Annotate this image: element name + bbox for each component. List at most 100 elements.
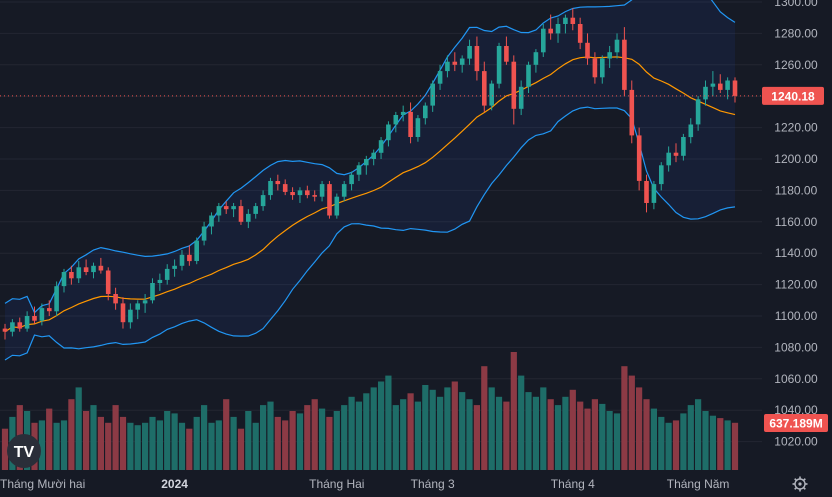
volume-bar: [370, 387, 377, 470]
candle: [725, 77, 730, 100]
lower-band: [4, 106, 736, 361]
volume-bar: [658, 416, 665, 470]
candle-body: [614, 39, 620, 53]
volume-bar: [178, 422, 186, 470]
volume-bar: [282, 420, 289, 470]
candle-body: [341, 184, 347, 197]
volume-bar: [186, 428, 193, 470]
candle-body: [474, 46, 480, 72]
time-axis[interactable]: Tháng Mười hai 2024 Tháng Hai Tháng 3 Tháng …: [0, 477, 729, 491]
candle-body: [732, 80, 738, 96]
candle-body: [305, 190, 310, 196]
candle-body: [430, 83, 435, 106]
candle-body: [423, 105, 428, 119]
candle-body: [275, 181, 281, 185]
candle-body: [209, 215, 214, 227]
candle-body: [157, 279, 163, 283]
volume-bar: [577, 401, 584, 470]
volume-bar: [591, 399, 598, 470]
volume-bar: [378, 381, 385, 470]
volume-bar: [156, 420, 163, 470]
volume-bar: [599, 403, 606, 470]
candle: [76, 261, 82, 284]
candle-body: [98, 265, 104, 271]
candle: [349, 171, 354, 191]
candle: [341, 180, 347, 202]
candle-body: [105, 270, 111, 294]
last-volume-tag-box: [764, 414, 828, 432]
volume-bar: [680, 413, 687, 470]
candle: [32, 306, 37, 324]
candle: [113, 287, 118, 310]
volume-bar: [518, 375, 525, 470]
candle-body: [297, 190, 303, 196]
candle-body: [319, 184, 325, 197]
candle-body: [408, 111, 413, 137]
candle-body: [364, 159, 369, 166]
candle: [732, 77, 738, 103]
candle: [194, 237, 199, 265]
candle: [474, 36, 480, 81]
price-tick-label: 1180.00: [775, 183, 818, 197]
candle-body: [437, 71, 443, 84]
band-area: [5, 0, 735, 360]
volume-bar: [274, 416, 281, 470]
volume-bar: [1, 428, 9, 470]
volume-bar: [503, 401, 510, 470]
candle: [334, 193, 340, 219]
candle-body: [179, 254, 185, 266]
volume-bar: [90, 405, 97, 470]
tradingview-logo[interactable]: TV: [7, 434, 41, 468]
candle-body: [681, 137, 686, 156]
volume-bar: [127, 422, 134, 470]
volume-bar: [289, 411, 296, 470]
price-axis[interactable]: 1300.001280.001260.001240.001220.001200.…: [774, 0, 818, 449]
volume-bar: [252, 422, 259, 470]
volume-bar: [119, 416, 127, 470]
candle: [659, 162, 664, 191]
candle-body: [489, 83, 494, 106]
candle: [378, 137, 384, 159]
candle-body: [223, 206, 229, 210]
volume-bar: [636, 387, 643, 470]
volume-bar: [628, 375, 635, 470]
candle-body: [592, 58, 598, 78]
volume-bar: [201, 405, 208, 470]
volume-bar: [451, 381, 458, 470]
candle-body: [695, 99, 701, 125]
price-tick-label: 1040.00: [774, 403, 818, 417]
price-tick-label: 1100.00: [775, 309, 818, 323]
volume-bar: [46, 408, 53, 470]
candle: [371, 149, 376, 166]
volume-bar: [488, 387, 495, 470]
last-price-tag-box: [762, 86, 824, 105]
candle: [614, 33, 620, 59]
candle-body: [629, 89, 635, 136]
volume-bar: [665, 422, 672, 470]
volume-bar: [193, 416, 200, 470]
candle: [69, 265, 74, 285]
volume-bar: [473, 405, 480, 470]
volume-bar: [260, 405, 267, 470]
candle-body: [511, 61, 517, 109]
volume-bar: [554, 405, 562, 470]
candle-body: [504, 46, 509, 62]
volume-bar: [407, 393, 414, 470]
candle: [364, 155, 369, 175]
candle: [688, 118, 694, 144]
candle: [445, 55, 450, 78]
candle: [570, 8, 576, 31]
candle-body: [356, 165, 362, 175]
candle: [83, 259, 89, 276]
candle: [629, 80, 635, 144]
candle-body: [54, 286, 59, 312]
gear-icon[interactable]: [792, 476, 808, 492]
logo-text: TV: [14, 444, 35, 461]
candle-body: [142, 300, 148, 304]
candle-body: [563, 17, 568, 24]
volume-bar: [724, 420, 731, 470]
candle: [290, 187, 295, 200]
candlesticks[interactable]: [2, 8, 738, 340]
volume-bar: [97, 416, 104, 470]
